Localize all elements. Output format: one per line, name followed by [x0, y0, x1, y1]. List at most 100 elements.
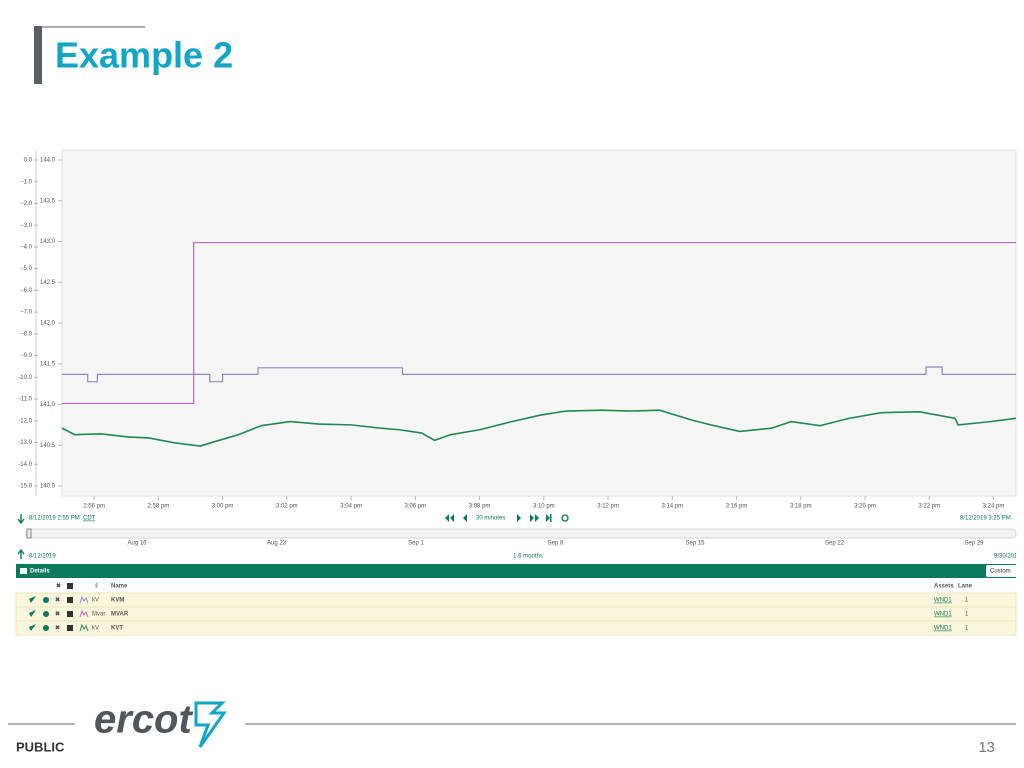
detail-row	[15, 592, 1017, 608]
custom-button[interactable]	[986, 565, 1024, 577]
x-tick-label: 3:24 pm	[983, 504, 1005, 510]
trend-icon	[79, 623, 89, 632]
month-label: Aug 16	[127, 541, 147, 547]
sort-icon[interactable]: ⇕	[94, 583, 99, 590]
header-lane[interactable]: Lane	[958, 584, 973, 590]
lane: 1	[965, 612, 969, 618]
logo: ercot	[94, 698, 193, 742]
unit: kV	[92, 598, 99, 604]
row-checkbox[interactable]	[67, 611, 73, 617]
asset[interactable]: WND1	[934, 612, 952, 618]
series-line	[61, 409, 1017, 447]
remove-icon[interactable]: ✖	[55, 625, 60, 632]
details: Details Custom ✖ ⇕ Name Assets Lane ✖ kV K…	[15, 564, 1024, 636]
trend-icon	[79, 595, 89, 604]
series-line	[62, 366, 1016, 383]
y-tick-label: 142.5	[40, 280, 56, 286]
y-tick-label: 143.0	[40, 239, 56, 245]
y-tick-label: 141.5	[40, 361, 56, 367]
y-tick-label: 140.5	[40, 443, 56, 449]
x-tick-label: 2:58 pm	[148, 504, 170, 510]
trend-icon	[79, 609, 89, 618]
range-end: 9/30/2019	[994, 554, 1021, 560]
y2-tick-label: −3.0	[20, 223, 33, 229]
slider-handle[interactable]	[26, 528, 32, 539]
end-time-clip: 8/12/2019 3:25 PM	[960, 516, 1011, 522]
locate-icon[interactable]	[29, 596, 36, 603]
range-end-clip: 9/30/2019	[994, 554, 1021, 560]
x-tick-label: 3:18 pm	[790, 504, 812, 510]
title-bar	[34, 26, 42, 84]
header-row	[16, 578, 1016, 592]
custom-label[interactable]: Custom	[990, 569, 1011, 575]
y2-tick-label: -13.0	[18, 440, 32, 446]
plot-area	[61, 149, 1017, 497]
month-label: Aug 23	[267, 541, 287, 547]
x-tick-label: 3:22 pm	[918, 504, 940, 510]
unit: Mvar	[92, 612, 105, 618]
y2-tick-label: -15.0	[18, 484, 32, 490]
range-slider[interactable]	[25, 528, 1017, 539]
detail-row	[15, 620, 1017, 636]
month-label: Sep 8	[548, 541, 564, 547]
x-tick-label: 3:16 pm	[726, 504, 748, 510]
window-size: 30 minutes	[476, 516, 505, 522]
x-tick-label: 3:00 pm	[212, 504, 234, 510]
info-icon[interactable]	[43, 611, 49, 617]
y2-tick-label: −9.0	[20, 353, 33, 359]
details-title: Details	[30, 569, 50, 575]
x-tick-label: 3:10 pm	[533, 504, 555, 510]
up-arrow	[17, 548, 25, 559]
x-tick-label: 3:12 pm	[597, 504, 619, 510]
range-span: 1.6 months	[513, 554, 543, 560]
checkbox-all[interactable]	[67, 583, 73, 589]
down-arrow	[17, 514, 25, 525]
y2-tick-label: -10.0	[18, 375, 32, 381]
header-name[interactable]: Name	[111, 584, 128, 590]
slide-title: Example 2	[55, 35, 233, 76]
details-icon	[20, 568, 27, 574]
rewind-buttons[interactable]	[445, 514, 467, 522]
button-clip: Custom	[986, 565, 1024, 577]
details-bar	[16, 564, 1016, 578]
end-bar	[550, 514, 552, 522]
logo-mark	[194, 701, 227, 748]
locate-icon[interactable]	[29, 610, 36, 617]
y2-tick-label: 0.0	[24, 158, 33, 164]
header-assets: Assets	[934, 584, 954, 590]
asset[interactable]: WND1	[934, 626, 952, 632]
timeline: 8/12/2019 2:55 PM CDT 30 minutes 8/12/20…	[17, 514, 1021, 560]
info-icon[interactable]	[43, 597, 49, 603]
y2-tick-label: −6.0	[20, 288, 33, 294]
x-tick-label: 2:56 pm	[83, 504, 105, 510]
y2-tick-label: −5.0	[20, 266, 33, 272]
info-icon[interactable]	[43, 625, 49, 631]
footer-label: PUBLIC	[16, 739, 65, 754]
row-checkbox[interactable]	[67, 625, 73, 631]
refresh[interactable]	[561, 514, 569, 522]
name: MVAR	[111, 612, 129, 618]
end-time: 8/12/2019 3:25 PM	[960, 516, 1011, 522]
page-number: 13	[978, 739, 995, 756]
series-line	[62, 241, 1016, 405]
y2-tick-label: -11.0	[19, 397, 33, 403]
forward-buttons[interactable]	[517, 514, 550, 522]
asset[interactable]: WND1	[934, 598, 952, 604]
lane: 1	[965, 626, 969, 632]
y2-tick-label: −2.0	[20, 201, 33, 207]
remove-icon[interactable]: ✖	[55, 611, 60, 618]
lane: 1	[965, 598, 969, 604]
y2-tick-label: −7.0	[20, 310, 33, 316]
row-checkbox[interactable]	[67, 597, 73, 603]
x-tick-label: 3:20 pm	[854, 504, 876, 510]
locate-icon[interactable]	[29, 624, 36, 631]
remove-icon[interactable]: ✖	[55, 597, 60, 604]
timezone[interactable]: CDT	[83, 516, 96, 522]
y-tick-label: 141.0	[40, 402, 56, 408]
y2-tick-label: -12.0	[18, 418, 32, 424]
select-all[interactable]: ✖	[56, 583, 61, 590]
x-tick-label: 3:04 pm	[340, 504, 362, 510]
y-tick-label: 140.0	[40, 484, 56, 490]
month-label: Sep 15	[685, 541, 705, 547]
